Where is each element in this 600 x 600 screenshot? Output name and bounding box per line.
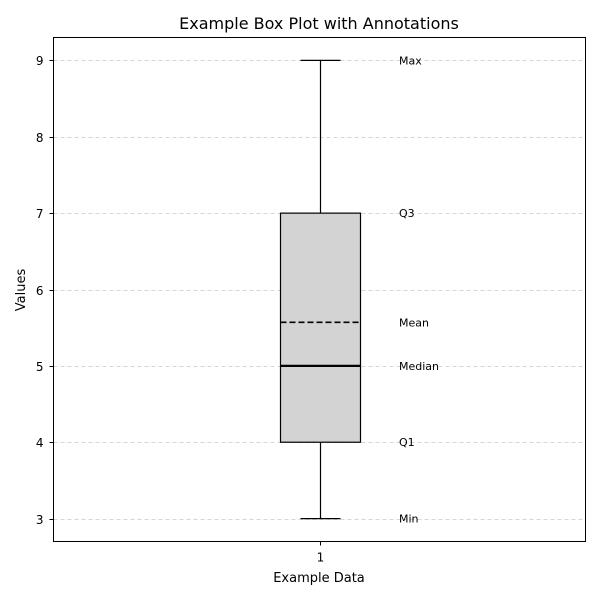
x-axis-ticks: 1 [317,541,325,565]
y-tick-label: 9 [36,54,44,68]
chart-title: Example Box Plot with Annotations [179,14,459,33]
annotations: Max Q3 Mean Median Q1 Min [399,54,439,525]
box-plot [279,59,362,520]
y-tick-label: 8 [36,131,44,145]
y-axis-label: Values [14,269,29,312]
plot-frame [53,37,586,542]
annotation-q1: Q1 [399,436,415,449]
x-tick-label: 1 [317,551,325,565]
y-axis-ticks: 3 4 5 6 7 8 9 [36,54,54,527]
annotation-median: Median [399,360,439,373]
y-tick-label: 3 [36,513,44,527]
annotation-mean: Mean [399,316,429,329]
annotation-min: Min [399,513,419,526]
annotation-max: Max [399,54,422,67]
x-axis-label: Example Data [273,571,365,586]
y-tick-label: 5 [36,360,44,374]
y-tick-label: 6 [36,284,44,298]
iqr-box [279,212,362,443]
y-tick-label: 7 [36,207,44,221]
y-tick-label: 4 [36,436,44,450]
annotation-q3: Q3 [399,207,415,220]
